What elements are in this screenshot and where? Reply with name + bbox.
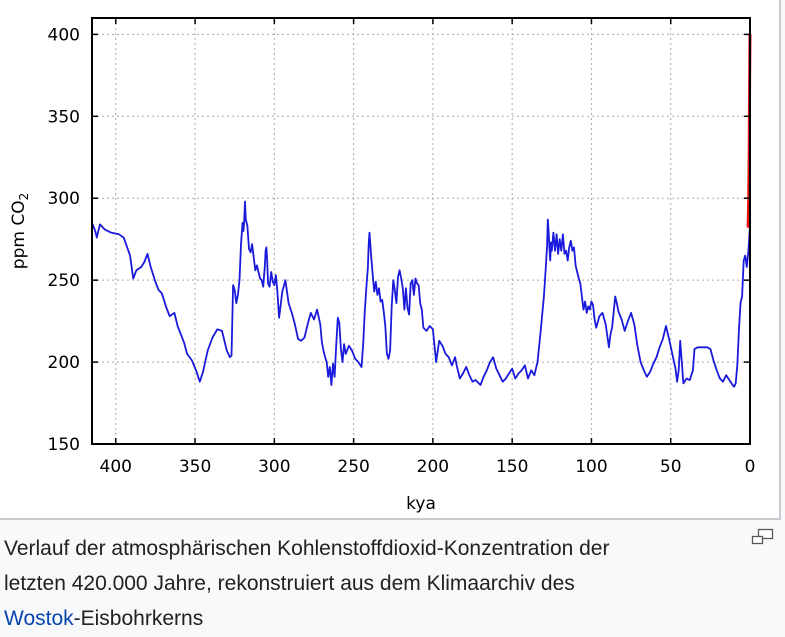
caption-line-3: Wostok-Eisbohrkerns: [4, 601, 744, 636]
chart-panel: 150 200 250 300 350 400 400 350 300 250 200 150 100 5…: [0, 0, 781, 520]
y-axis-title: ppm CO2: [9, 193, 31, 269]
caption-line-1: Verlauf der atmosphärischen Kohlenstoffd…: [4, 537, 610, 560]
data-lines: [91, 34, 752, 388]
y-tick-label: 350: [48, 107, 80, 127]
y-axis-title-subscript: 2: [17, 193, 31, 201]
axis-ticks: 150 200 250 300 350 400 400 350 300 250 200 150 100 5…: [48, 18, 756, 477]
x-tick-label: 0: [745, 457, 756, 477]
x-axis-title: kya: [406, 494, 436, 514]
y-tick-label: 300: [48, 189, 80, 209]
x-tick-label: 150: [496, 457, 528, 477]
vostok-co2-line: [91, 200, 751, 388]
co2-line-chart: 150 200 250 300 350 400 400 350 300 250 200 150 100 5…: [9, 17, 756, 514]
plot-frame: [91, 17, 751, 445]
y-tick-label: 400: [48, 25, 80, 45]
x-tick-label: 400: [100, 457, 132, 477]
y-tick-label: 200: [48, 353, 80, 373]
x-tick-label: 50: [660, 457, 682, 477]
y-axis-title-main: ppm CO: [9, 200, 29, 269]
y-tick-label: 150: [48, 435, 80, 455]
caption-line-2: letzten 420.000 Jahre, rekonstruiert aus…: [4, 572, 575, 595]
wostok-link[interactable]: Wostok: [4, 607, 74, 630]
y-tick-label: 250: [48, 271, 80, 291]
figure-caption: Verlauf der atmosphärischen Kohlenstoffd…: [4, 531, 744, 636]
x-tick-label: 100: [575, 457, 607, 477]
x-tick-label: 250: [337, 457, 369, 477]
enlarge-icon[interactable]: [750, 528, 776, 550]
x-tick-label: 200: [417, 457, 449, 477]
x-tick-label: 350: [179, 457, 211, 477]
grid: [92, 18, 750, 444]
caption-line-3-rest: -Eisbohrkerns: [73, 607, 204, 630]
x-tick-label: 300: [258, 457, 290, 477]
